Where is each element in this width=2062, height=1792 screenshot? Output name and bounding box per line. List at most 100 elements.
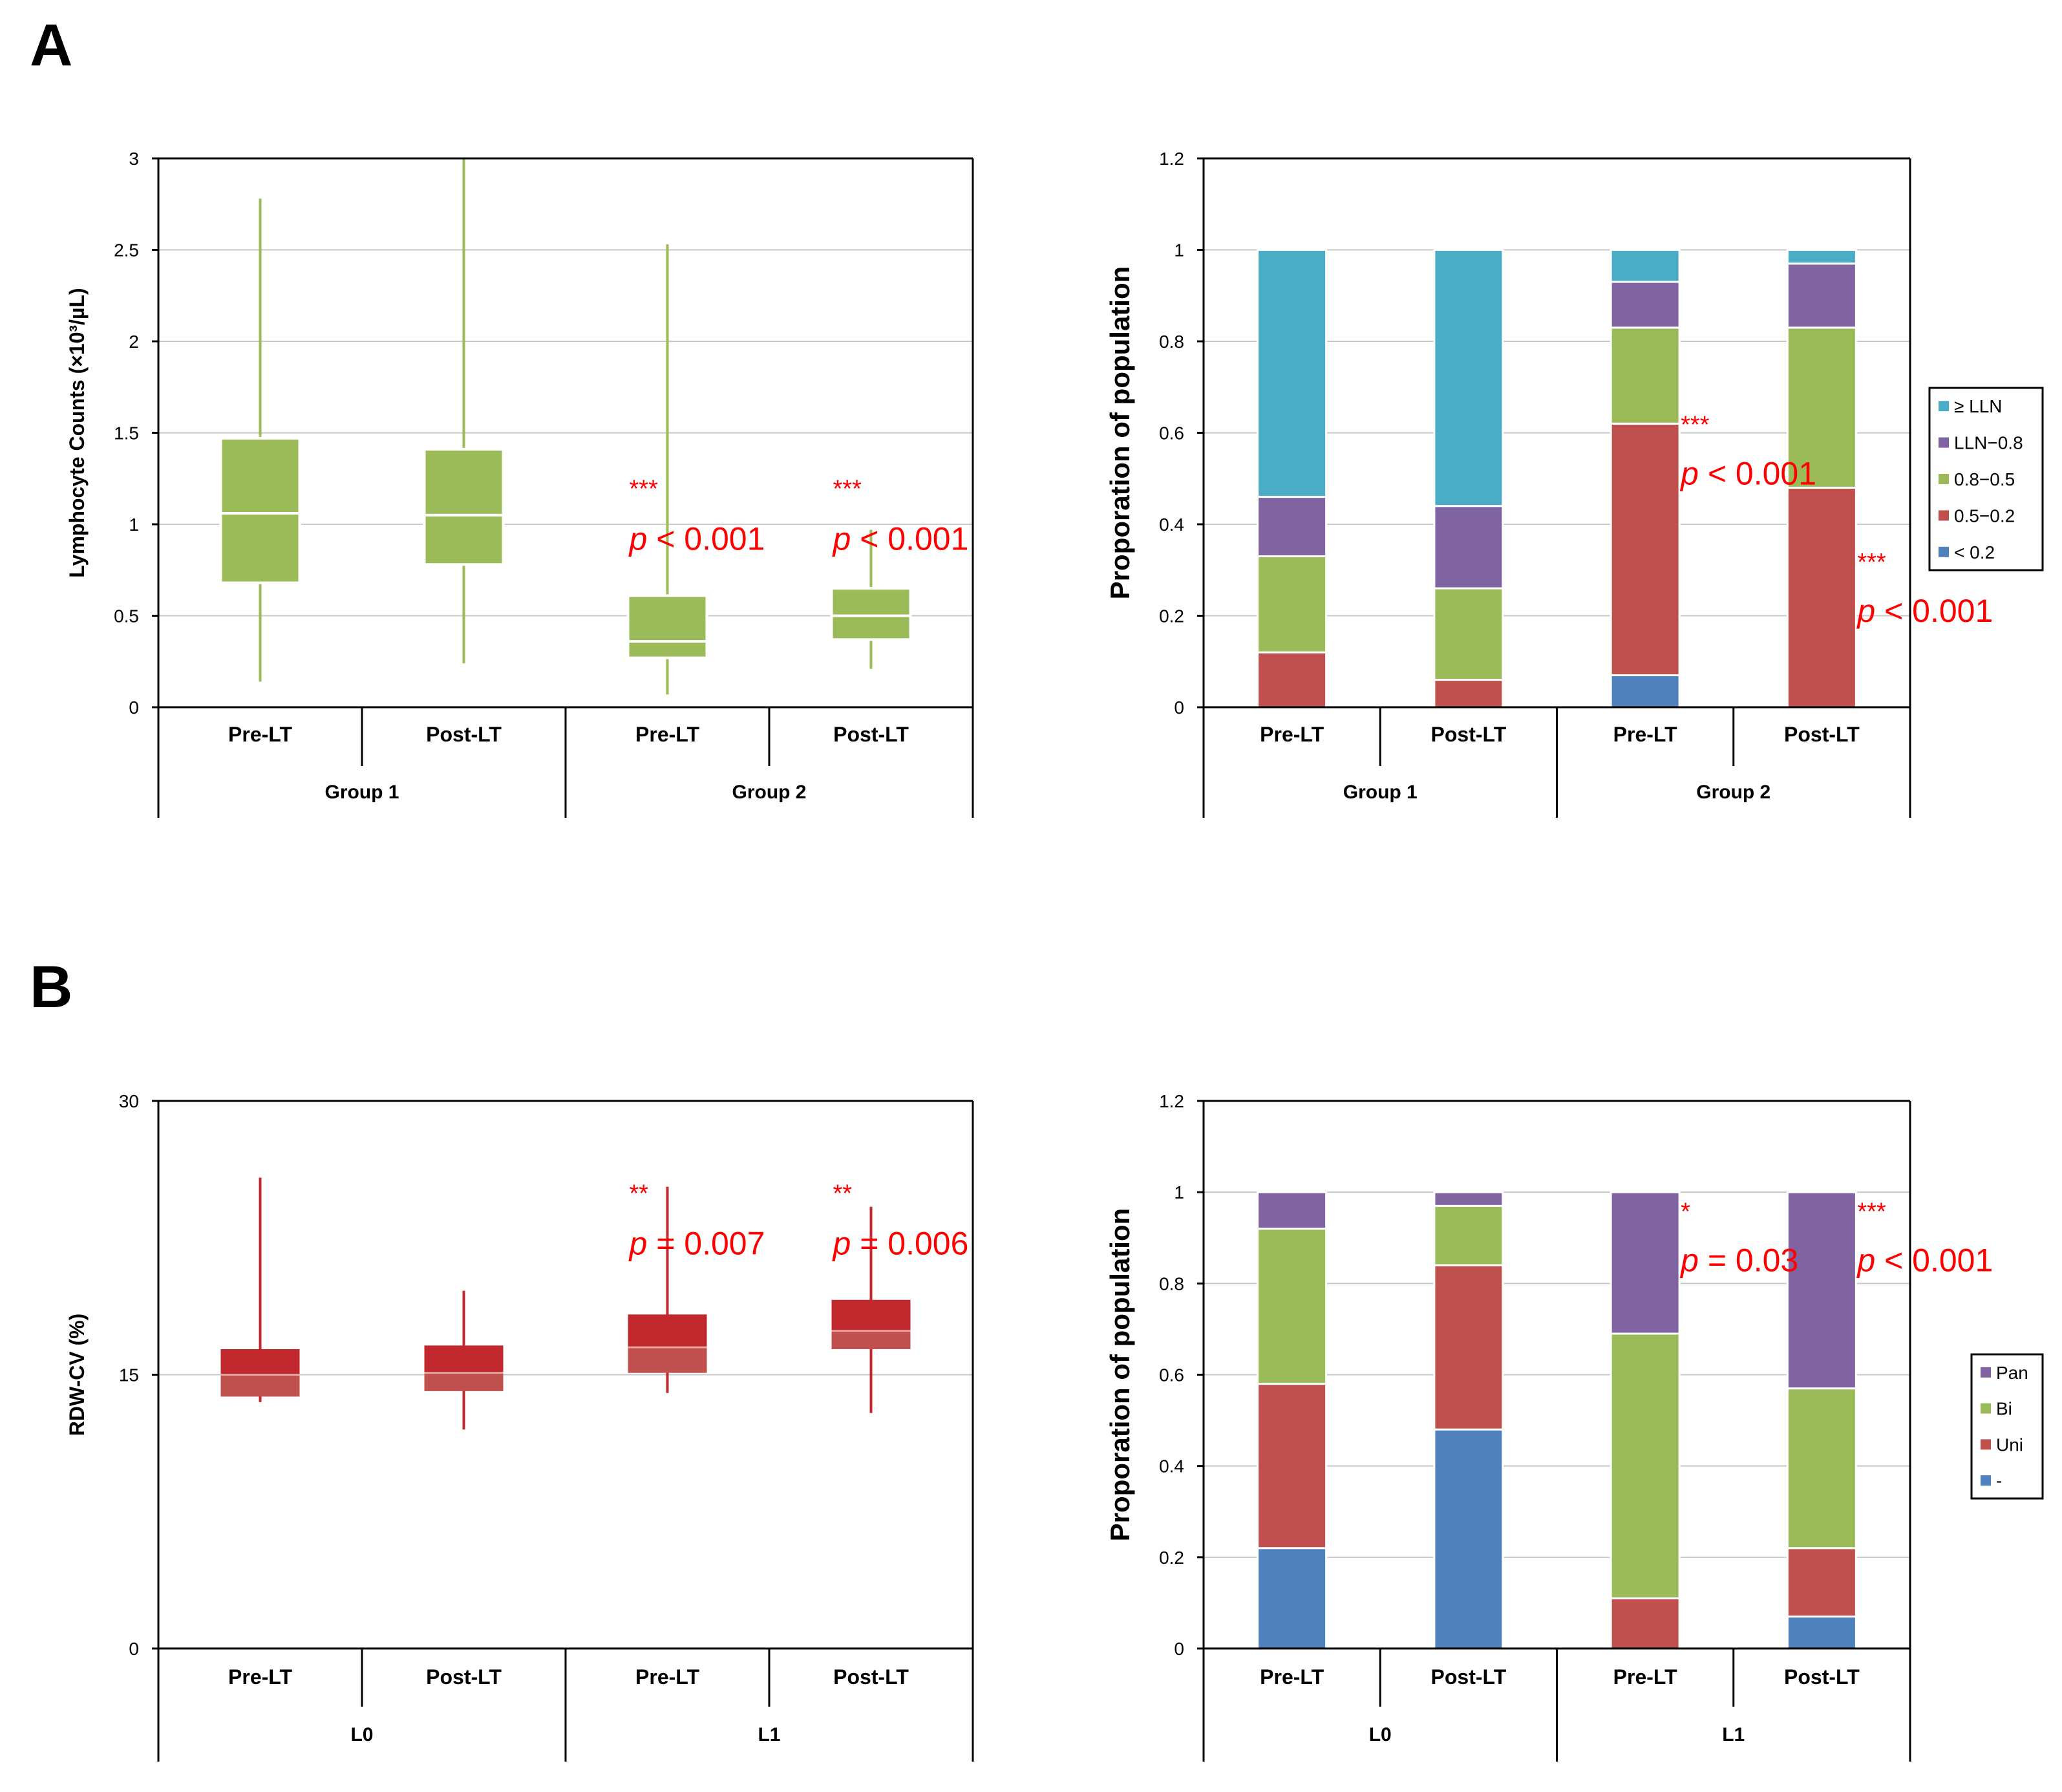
legend-label: -	[1996, 1471, 2002, 1491]
legend-swatch	[1981, 1439, 1991, 1450]
x-category-label: Pre-LT	[635, 1665, 699, 1689]
bar-segment	[1610, 422, 1681, 676]
y-tick-label: 0.4	[1159, 515, 1184, 535]
x-group-label: L1	[758, 1724, 780, 1745]
x-group-label: L1	[1722, 1724, 1745, 1745]
y-axis-label: Lymphocyte Counts (×10³/µL)	[65, 288, 89, 577]
bar-segment	[1257, 555, 1328, 654]
legend-swatch	[1939, 510, 1949, 521]
box-upper	[220, 1349, 300, 1375]
x-group-label: Group 1	[324, 782, 399, 803]
box-upper	[831, 1299, 911, 1331]
legend-label: < 0.2	[1954, 542, 1995, 562]
legend-box	[1970, 1353, 2044, 1500]
x-group-label: L0	[350, 1724, 373, 1745]
x-category-label: Pre-LT	[1260, 1665, 1324, 1689]
box-body	[626, 594, 708, 659]
bar-segment	[1433, 1264, 1504, 1431]
y-tick-label: 0	[129, 1639, 139, 1659]
x-group-label: L0	[1369, 1724, 1392, 1745]
legend-label: 0.5−0.2	[1954, 506, 2015, 526]
box-lower	[424, 1372, 504, 1391]
x-category-label: Pre-LT	[228, 723, 292, 746]
bar-segment	[1610, 249, 1681, 283]
y-tick-label: 1.2	[1159, 149, 1184, 169]
bar-segment	[1433, 587, 1504, 681]
bar-segment	[1257, 1547, 1328, 1650]
bar-segment	[1786, 262, 1857, 329]
panel-label-b: B	[30, 954, 73, 1020]
x-group-label: Group 2	[1696, 782, 1770, 803]
box-upper	[424, 1345, 504, 1373]
bar-segment	[1257, 1191, 1328, 1230]
legend-label: ≥ LLN	[1954, 396, 2003, 416]
bar-segment	[1433, 1191, 1504, 1207]
box-lower	[220, 1374, 300, 1397]
x-category-label: Post-LT	[1784, 1665, 1860, 1689]
annotation-stars: **	[630, 1180, 649, 1207]
y-tick-label: 0	[129, 698, 139, 718]
legend: ≥ LLN LLN−0.8 0.8−0.5 0.5−0.2 < 0.2	[1928, 387, 2044, 571]
bar-segment	[1610, 674, 1681, 709]
x-category-label: Pre-LT	[1613, 1665, 1677, 1689]
bar-segment	[1257, 1228, 1328, 1385]
box-body	[830, 587, 912, 641]
y-tick-label: 1	[129, 515, 139, 535]
bar-segment	[1786, 1616, 1857, 1650]
bar-segment	[1257, 496, 1328, 558]
y-tick-label: 0.4	[1159, 1456, 1184, 1477]
legend-label: Uni	[1996, 1435, 2023, 1455]
bar-segment	[1433, 1204, 1504, 1266]
annotation-stars: ***	[630, 476, 659, 503]
bar-segment	[1786, 1547, 1857, 1618]
y-tick-label: 0.5	[114, 606, 139, 626]
box-upper	[628, 1314, 707, 1348]
bar-segment	[1433, 249, 1504, 507]
y-tick-label: 1	[1174, 240, 1184, 261]
y-tick-label: 1.5	[114, 423, 139, 443]
x-category-label: Pre-LT	[228, 1665, 292, 1689]
y-tick-label: 0	[1174, 1639, 1184, 1659]
x-category-label: Pre-LT	[635, 723, 699, 746]
box-body	[219, 436, 301, 584]
y-tick-label: 1	[1174, 1182, 1184, 1202]
bar-segment	[1257, 249, 1328, 498]
annotation-stars: ***	[1857, 1199, 1886, 1226]
annotation-pvalue: p < 0.001	[1856, 593, 1993, 629]
legend-swatch	[1939, 437, 1949, 448]
y-tick-label: 0.8	[1159, 332, 1184, 352]
annotation-pvalue: p < 0.001	[1856, 1243, 1993, 1279]
y-tick-label: 0.2	[1159, 606, 1184, 626]
bar-segment	[1786, 1387, 1857, 1550]
legend-label: LLN−0.8	[1954, 433, 2023, 453]
chart-A-left: 0 0.5 1 1.5 2 2.5 3 Lymphocyte Counts (×10³/µL)…	[65, 149, 974, 818]
x-category-label: Pre-LT	[1613, 723, 1677, 746]
bar-segment	[1433, 505, 1504, 590]
y-axis-label: Proporation of population	[1105, 266, 1135, 600]
bar-segment	[1433, 1428, 1504, 1650]
legend-swatch	[1981, 1367, 1991, 1378]
bar-segment	[1610, 326, 1681, 425]
x-category-label: Post-LT	[426, 1665, 502, 1689]
bar-segment	[1610, 1332, 1681, 1599]
x-group-label: Group 2	[732, 782, 806, 803]
y-tick-label: 0.2	[1159, 1548, 1184, 1568]
legend-swatch	[1981, 1475, 1991, 1486]
annotation-stars: ***	[1681, 412, 1710, 439]
y-tick-label: 3	[129, 149, 139, 169]
y-axis-label: RDW-CV (%)	[65, 1314, 89, 1436]
x-category-label: Post-LT	[1784, 723, 1860, 746]
chart-A-right: 0 0.2 0.4 0.6 0.8 1 1.2 Proporation of populati…	[1105, 149, 2044, 818]
bar-segment	[1786, 1191, 1857, 1390]
y-tick-label: 0	[1174, 698, 1184, 718]
x-group-label: Group 1	[1343, 782, 1418, 803]
y-tick-label: 2	[129, 332, 139, 352]
annotation-pvalue: p < 0.001	[628, 521, 765, 557]
y-axis-label: Proporation of population	[1105, 1208, 1135, 1542]
annotation-stars: ***	[833, 476, 862, 503]
annotation-stars: ***	[1857, 549, 1886, 576]
legend-swatch	[1981, 1403, 1991, 1414]
bar-segment	[1786, 249, 1857, 265]
legend-label: Pan	[1996, 1363, 2028, 1383]
